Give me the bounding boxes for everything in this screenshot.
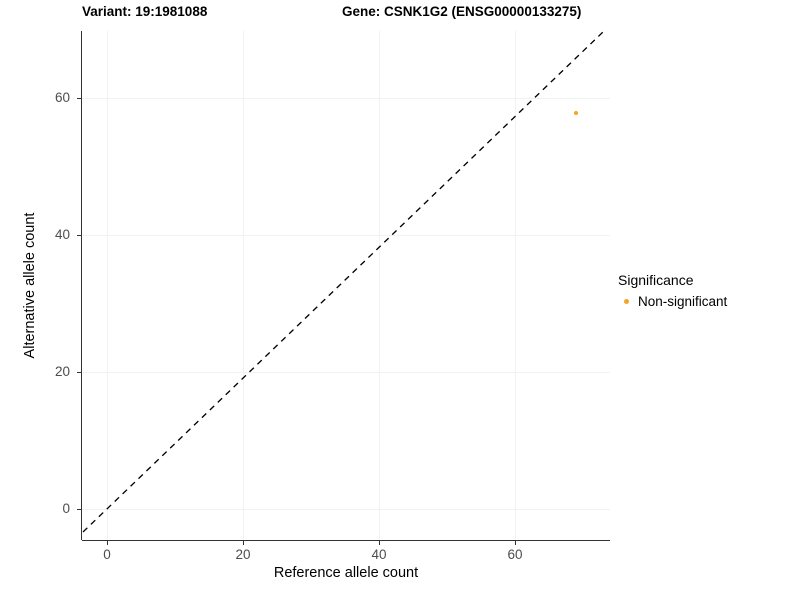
y-tick-20 bbox=[77, 372, 81, 373]
y-axis-line bbox=[81, 31, 82, 540]
x-tick-label-0: 0 bbox=[103, 547, 111, 562]
gene-title: Gene: CSNK1G2 (ENSG00000133275) bbox=[342, 4, 582, 19]
x-tick-label-60: 60 bbox=[507, 547, 523, 562]
gridline-x-0 bbox=[107, 31, 108, 540]
y-axis-title: Alternative allele count bbox=[22, 212, 38, 359]
gridline-x-20 bbox=[243, 31, 244, 540]
x-tick-label-20: 20 bbox=[235, 547, 251, 562]
data-point-non-significant[interactable] bbox=[574, 111, 578, 115]
x-tick-20 bbox=[243, 541, 244, 545]
gridline-x-60 bbox=[515, 31, 516, 540]
x-axis-title: Reference allele count bbox=[273, 565, 419, 581]
legend: Significance Non-significant bbox=[618, 272, 793, 310]
x-tick-label-40: 40 bbox=[371, 547, 387, 562]
legend-item-non-significant[interactable]: Non-significant bbox=[618, 292, 793, 310]
x-tick-40 bbox=[379, 541, 380, 545]
gridline-y-60 bbox=[82, 98, 610, 99]
y-tick-60 bbox=[77, 98, 81, 99]
legend-item-label: Non-significant bbox=[638, 293, 728, 309]
x-tick-60 bbox=[515, 541, 516, 545]
x-axis-line bbox=[82, 540, 610, 541]
gridline-x-40 bbox=[379, 31, 380, 540]
y-tick-label-0: 0 bbox=[62, 501, 70, 516]
variant-title: Variant: 19:1981088 bbox=[82, 4, 208, 19]
identity-reference-line bbox=[82, 30, 605, 533]
legend-title: Significance bbox=[618, 272, 694, 288]
y-tick-0 bbox=[77, 509, 81, 510]
gridline-y-0 bbox=[82, 509, 610, 510]
y-tick-40 bbox=[77, 235, 81, 236]
x-tick-0 bbox=[107, 541, 108, 545]
y-tick-label-60: 60 bbox=[54, 90, 70, 105]
chart-title-row: Variant: 19:1981088 Gene: CSNK1G2 (ENSG0… bbox=[0, 4, 610, 28]
y-tick-label-20: 20 bbox=[54, 364, 70, 379]
point-marker-icon bbox=[624, 298, 629, 304]
legend-swatch bbox=[618, 293, 635, 310]
gridline-y-20 bbox=[82, 372, 610, 373]
plot-panel bbox=[82, 30, 610, 540]
gridline-y-40 bbox=[82, 235, 610, 236]
y-tick-label-40: 40 bbox=[54, 227, 70, 242]
